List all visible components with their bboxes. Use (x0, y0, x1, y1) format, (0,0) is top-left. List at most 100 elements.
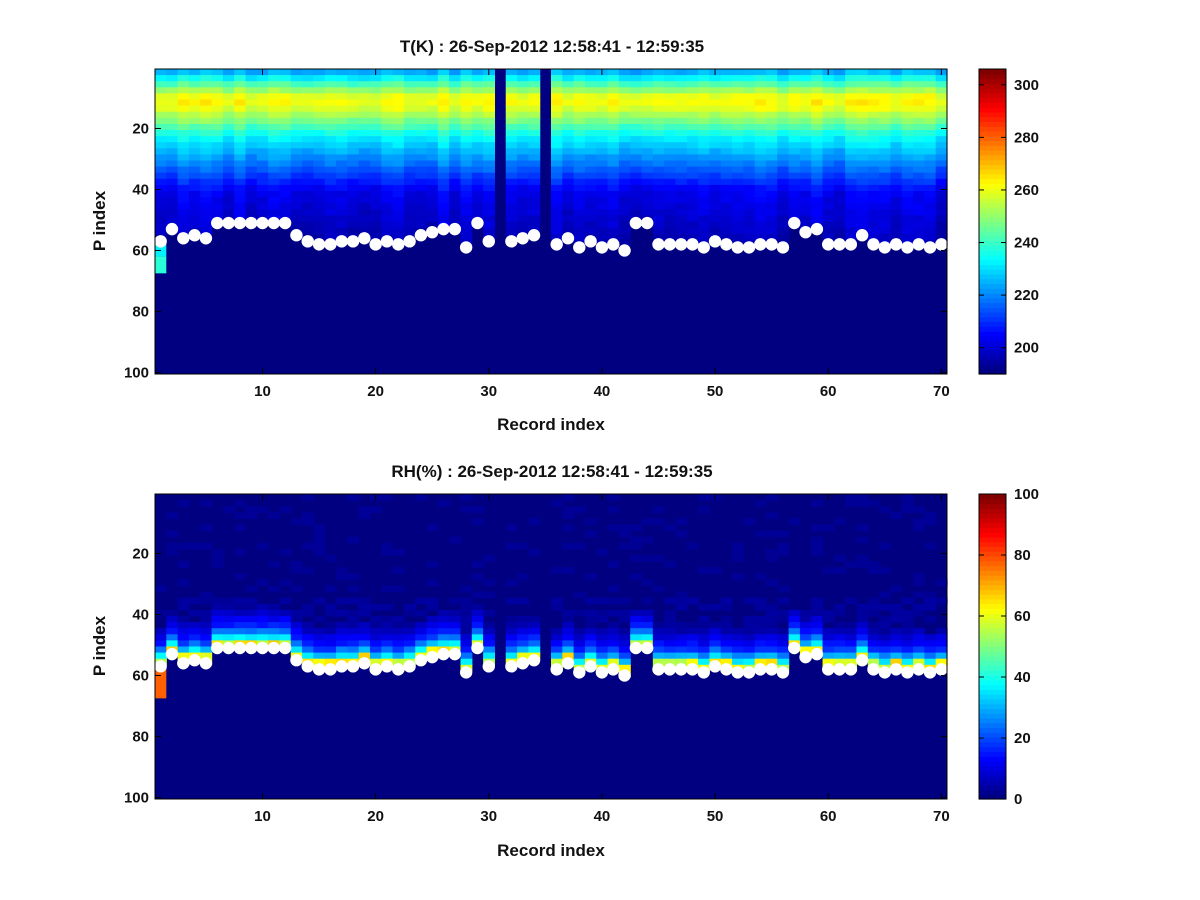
heatmap-cell (765, 634, 778, 641)
heatmap-cell (811, 634, 824, 641)
heatmap-cell (177, 154, 190, 162)
heatmap-cell (551, 178, 563, 186)
heatmap-cell (743, 154, 756, 162)
heatmap-cell (664, 117, 677, 125)
heatmap-cell (867, 154, 880, 162)
heatmap-cell (415, 130, 428, 137)
heatmap-cell (290, 203, 303, 210)
heatmap-cell (845, 658, 858, 666)
heatmap-cell (879, 506, 892, 513)
heatmap-cell (822, 142, 835, 149)
heatmap-cell (867, 209, 880, 216)
heatmap-cell (483, 622, 496, 629)
heatmap-cell (483, 81, 496, 88)
heatmap-cell (437, 148, 450, 155)
heatmap-cell (177, 99, 190, 107)
heatmap-cell (460, 209, 473, 216)
heatmap-cell (155, 634, 167, 641)
heatmap-cell (471, 184, 484, 192)
surface-marker (923, 241, 937, 254)
heatmap-cell (155, 69, 167, 76)
heatmap-cell (200, 142, 213, 149)
heatmap-cell (879, 172, 892, 180)
humidity-panel: RH(%) : 26-Sep-2012 12:58:41 - 12:59:35 … (90, 462, 1039, 860)
heatmap-cell (403, 203, 416, 210)
colorbar-segment (979, 675, 1006, 681)
surface-marker (573, 666, 586, 679)
heatmap-cell (551, 567, 563, 574)
heatmap-cell (358, 93, 371, 101)
heatmap-cell (551, 93, 563, 101)
heatmap-cell (211, 87, 224, 94)
heatmap-cell (890, 166, 903, 174)
heatmap-cell (573, 203, 586, 210)
heatmap-cell (324, 221, 337, 229)
heatmap-cell (698, 191, 710, 198)
heatmap-cell (155, 628, 167, 635)
surface-marker (324, 663, 337, 676)
heatmap-cell (358, 123, 371, 131)
heatmap-cell (867, 148, 880, 155)
heatmap-cell (392, 160, 405, 168)
heatmap-cell (630, 536, 643, 544)
heatmap-cell (607, 561, 620, 568)
heatmap-cell (584, 640, 597, 648)
heatmap-cell (290, 160, 303, 168)
heatmap-cell (584, 622, 597, 629)
heatmap-cell (913, 99, 925, 107)
heatmap-cell (788, 111, 801, 119)
heatmap-cell (517, 178, 529, 186)
heatmap-cell (890, 215, 903, 223)
heatmap-cell (324, 191, 337, 198)
heatmap-cell (709, 142, 722, 149)
colorbar-segment (979, 546, 1006, 552)
heatmap-cell (562, 652, 575, 660)
heatmap-cell (166, 530, 179, 538)
heatmap-cell (743, 142, 756, 149)
heatmap-cell (901, 215, 914, 223)
heatmap-cell (222, 191, 235, 198)
heatmap-cell (799, 634, 812, 641)
heatmap-cell (336, 160, 348, 168)
heatmap-cell (415, 154, 428, 162)
heatmap-cell (302, 154, 314, 162)
heatmap-cell (867, 172, 880, 180)
heatmap-cell (313, 87, 326, 94)
heatmap-cell (517, 93, 529, 101)
heatmap-cell (200, 609, 213, 617)
heatmap-cell (935, 166, 948, 174)
heatmap-cell (833, 178, 846, 186)
heatmap-cell (913, 75, 925, 82)
heatmap-cell (709, 184, 722, 192)
heatmap-cell (709, 178, 722, 186)
heatmap-cell (664, 136, 677, 143)
colorbar-tick-label: 240 (1014, 235, 1039, 252)
heatmap-cell (901, 597, 914, 605)
heatmap-cell (822, 111, 835, 119)
heatmap-cell (562, 123, 575, 131)
surface-marker (471, 216, 484, 230)
heatmap-cell (234, 178, 247, 186)
heatmap-cell (200, 123, 213, 131)
heatmap-cell (381, 221, 394, 229)
heatmap-cell (641, 609, 654, 617)
humidity-y-axis-label: P index (90, 615, 109, 676)
heatmap-cell (426, 215, 439, 223)
heatmap-cell (799, 87, 812, 94)
heatmap-cell (471, 178, 484, 186)
heatmap-cell (256, 166, 269, 174)
heatmap-cell (392, 99, 405, 107)
heatmap-cell (302, 494, 314, 501)
heatmap-cell (166, 209, 179, 216)
heatmap-cell (698, 634, 710, 641)
heatmap-cell (347, 93, 360, 101)
heatmap-cell (256, 154, 269, 162)
heatmap-cell (302, 191, 314, 198)
heatmap-cell (573, 93, 586, 101)
heatmap-cell (799, 111, 812, 119)
heatmap-cell (607, 658, 620, 666)
heatmap-cell (449, 172, 462, 180)
heatmap-cell (222, 160, 235, 168)
heatmap-cell (426, 603, 439, 611)
heatmap-cell (222, 166, 235, 174)
